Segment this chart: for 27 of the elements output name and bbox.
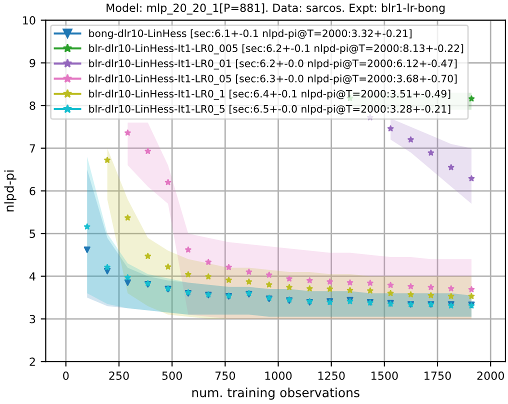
y-tick-label: 4 [29, 272, 36, 280]
x-tick-label: 2000 [477, 372, 504, 380]
y-tick-label: 2 [30, 358, 35, 366]
x-tick-label: 1750 [424, 372, 451, 380]
x-tick-label: 750 [215, 372, 236, 380]
x-tick-label: 0 [63, 372, 69, 380]
y-axis-title: nlpd-pi [4, 170, 16, 212]
legend-label: blr-dlr10-LinHess-It1-LR0_005 [sec:6.2+-0.1 nlpd-pi@T=2000:8.13+-0.22] [89, 44, 464, 54]
chart-title: Model: mlp_20_20_1[P=881]. Data: sarcos. Expt: blr1-lr-bong [106, 3, 445, 14]
legend-label: blr-dlr10-LinHess-It1-LR0_05 [sec:6.3+-0.0 nlpd-pi@T=2000:3.68+-0.70] [89, 74, 457, 85]
x-tick-label: 500 [162, 372, 182, 380]
y-tick-label: 6 [30, 186, 36, 196]
y-tick-label: 5 [30, 230, 36, 238]
x-tick-label: 250 [109, 372, 129, 380]
legend-label: blr-dlr10-LinHess-It1-LR0_1 [sec:6.4+-0.1 nlpd-pi@T=2000:3.51+-0.49] [89, 90, 450, 100]
y-tick-label: 8 [30, 102, 36, 110]
y-tick-label: 9 [30, 58, 36, 68]
x-tick-label: 1500 [372, 372, 398, 380]
legend-label: blr-dlr10-LinHess-It1-LR0_01 [sec:6.2+-0.0 nlpd-pi@T=2000:6.12+-0.47] [89, 59, 457, 70]
x-axis-title: num. training observations [192, 388, 360, 400]
legend-label: blr-dlr10-LinHess-It1-LR0_5 [sec:6.5+-0.0 nlpd-pi@T=2000:3.28+-0.21] [89, 104, 450, 115]
legend-label: bong-dlr10-LinHess [sec:6.1+-0.1 nlpd-pi@T=2000:3.32+-0.21] [89, 29, 412, 40]
y-tick-label: 3 [30, 314, 36, 324]
x-tick-label: 1250 [318, 372, 345, 380]
y-tick-label: 10 [23, 16, 36, 25]
y-tick-label: 7 [30, 144, 36, 152]
x-tick-label: 1000 [265, 372, 292, 380]
